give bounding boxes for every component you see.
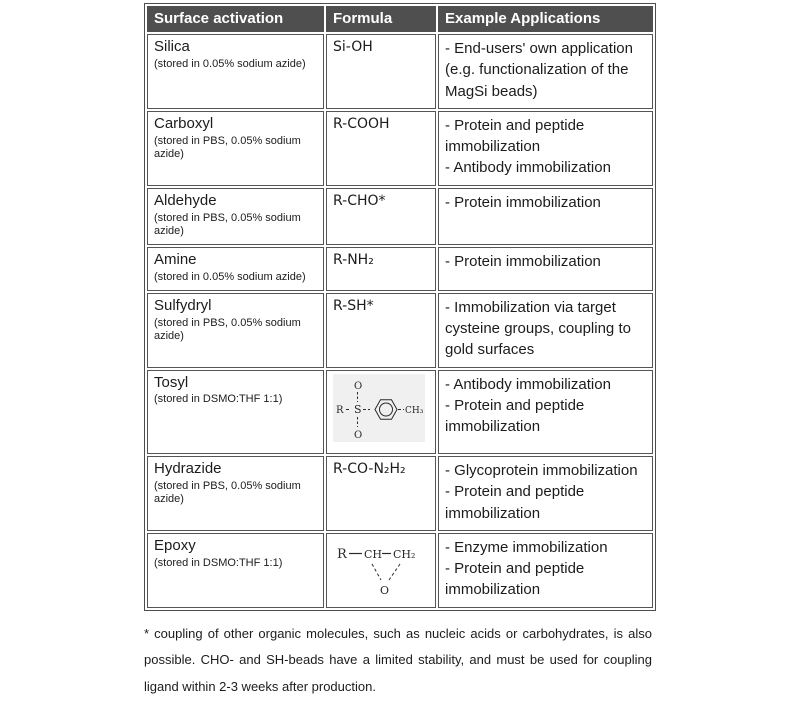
table-row: Amine (stored in 0.05% sodium azide) R-N…: [147, 246, 653, 291]
surface-name: Aldehyde: [154, 191, 217, 209]
surface-activation-cell: Tosyl (stored in DSMO:THF 1:1): [147, 369, 324, 454]
formula-cell: R-NH₂: [326, 246, 436, 291]
applications-cell: - End-users' own application (e.g. funct…: [438, 34, 653, 109]
surface-name: Amine: [154, 250, 197, 268]
storage-note: (stored in PBS, 0.05% sodium azide): [154, 316, 301, 342]
column-header-example-applications: Example Applications: [438, 6, 653, 32]
page: Surface activation Formula Example Appli…: [144, 3, 656, 694]
tosyl-s-label: S: [354, 403, 362, 416]
applications-cell: - Protein and peptide immobilization - An…: [438, 110, 653, 186]
application-item: - Glycoprotein immobilization: [445, 461, 638, 479]
storage-note: (stored in 0.05% sodium azide): [154, 57, 306, 70]
surface-activation-cell: Amine (stored in 0.05% sodium azide): [147, 246, 324, 291]
epoxy-o-label: O: [380, 584, 389, 597]
table-header: Surface activation Formula Example Appli…: [147, 6, 653, 32]
surface-activation-cell: Carboxyl (stored in PBS, 0.05% sodium az…: [147, 110, 324, 186]
surface-name: Hydrazide: [154, 459, 222, 477]
epoxy-r-label: R: [337, 547, 348, 562]
surface-activation-cell: Aldehyde (stored in PBS, 0.05% sodium az…: [147, 187, 324, 245]
storage-note: (stored in DSMO:THF 1:1): [154, 556, 283, 569]
surface-activation-table: Surface activation Formula Example Appli…: [144, 3, 656, 611]
epoxy-ch-label: CH: [364, 548, 382, 561]
epoxy-structure-diagram: R CH CH₂ O: [333, 539, 430, 601]
storage-note: (stored in 0.05% sodium azide): [154, 270, 306, 283]
table-row: Tosyl (stored in DSMO:THF 1:1) R S O O C…: [147, 369, 653, 454]
column-header-surface-activation: Surface activation: [147, 6, 324, 32]
formula-cell: R-CHO*: [326, 187, 436, 245]
applications-cell: - Immobilization via target cysteine gro…: [438, 292, 653, 368]
column-header-formula: Formula: [326, 6, 436, 32]
formula-cell: R CH CH₂ O: [326, 532, 436, 608]
formula-cell: R-CO-N₂H₂: [326, 455, 436, 531]
table-row: Sulfydryl (stored in PBS, 0.05% sodium a…: [147, 292, 653, 368]
application-item: - Antibody immobilization: [445, 159, 611, 177]
surface-activation-cell: Silica (stored in 0.05% sodium azide): [147, 34, 324, 109]
storage-note: (stored in PBS, 0.05% sodium azide): [154, 134, 301, 160]
applications-cell: - Protein immobilization: [438, 246, 653, 291]
storage-note: (stored in PBS, 0.05% sodium azide): [154, 479, 301, 505]
application-item: - Protein and peptide immobilization: [445, 397, 585, 436]
applications-cell: - Enzyme immobilization - Protein and pep…: [438, 532, 653, 608]
formula-cell: R-COOH: [326, 110, 436, 186]
application-item: - Protein and peptide immobilization: [445, 483, 585, 522]
surface-activation-cell: Sulfydryl (stored in PBS, 0.05% sodium a…: [147, 292, 324, 368]
surface-name: Tosyl: [154, 373, 189, 391]
application-item: - Protein and peptide immobilization: [445, 560, 585, 599]
applications-cell: - Glycoprotein immobilization - Protein a…: [438, 455, 653, 531]
table-row: Hydrazide (stored in PBS, 0.05% sodium a…: [147, 455, 653, 531]
application-item: - Protein immobilization: [445, 252, 601, 270]
table-row: Silica (stored in 0.05% sodium azide) Si…: [147, 34, 653, 109]
surface-name: Sulfydryl: [154, 296, 212, 314]
applications-cell: - Antibody immobilization - Protein and p…: [438, 369, 653, 454]
surface-name: Silica: [154, 38, 190, 55]
tosyl-structure-diagram: R S O O CH₃: [333, 373, 425, 442]
formula-cell: R-SH*: [326, 292, 436, 368]
storage-note: (stored in DSMO:THF 1:1): [154, 393, 283, 406]
table-body: Silica (stored in 0.05% sodium azide) Si…: [147, 34, 653, 608]
tosyl-ch3-label: CH₃: [405, 406, 424, 416]
formula-cell: R S O O CH₃: [326, 369, 436, 454]
tosyl-r-label: R: [336, 405, 344, 416]
tosyl-o-bottom-label: O: [354, 430, 362, 441]
formula-cell: Si-OH: [326, 34, 436, 109]
application-item: - Protein and peptide immobilization: [445, 116, 585, 156]
application-item: - Protein immobilization: [445, 193, 601, 211]
table-row: Carboxyl (stored in PBS, 0.05% sodium az…: [147, 110, 653, 186]
footnote: * coupling of other organic molecules, s…: [144, 625, 652, 695]
application-item: - Antibody immobilization: [445, 375, 611, 393]
application-item: - End-users' own application (e.g. funct…: [445, 40, 633, 100]
storage-note: (stored in PBS, 0.05% sodium azide): [154, 211, 301, 237]
table-row: Aldehyde (stored in PBS, 0.05% sodium az…: [147, 187, 653, 245]
header-row: Surface activation Formula Example Appli…: [147, 6, 653, 32]
application-item: - Immobilization via target cysteine gro…: [445, 298, 631, 359]
surface-name: Carboxyl: [154, 114, 214, 132]
tosyl-o-top-label: O: [354, 381, 362, 392]
document-content: Surface activation Formula Example Appli…: [144, 3, 656, 701]
surface-activation-cell: Epoxy (stored in DSMO:THF 1:1): [147, 532, 324, 608]
surface-activation-cell: Hydrazide (stored in PBS, 0.05% sodium a…: [147, 455, 324, 531]
application-item: - Enzyme immobilization: [445, 538, 608, 556]
surface-name: Epoxy: [154, 536, 196, 554]
applications-cell: - Protein immobilization: [438, 187, 653, 245]
table-row: Epoxy (stored in DSMO:THF 1:1) R CH CH₂ …: [147, 532, 653, 608]
epoxy-ch2-label: CH₂: [393, 548, 415, 561]
